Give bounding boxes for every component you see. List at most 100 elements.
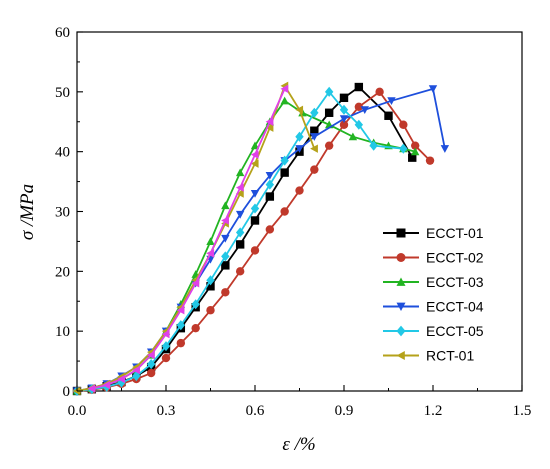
legend-label: ECCT-03 <box>426 274 484 290</box>
series-line <box>76 85 414 392</box>
series-point <box>387 97 396 106</box>
y-tick-label: 10 <box>55 324 70 340</box>
y-tick-label: 0 <box>63 384 71 400</box>
series-point <box>295 131 304 142</box>
series-layer <box>72 81 450 397</box>
series-point <box>339 120 349 129</box>
series-point <box>280 168 289 177</box>
series-point <box>146 359 156 370</box>
y-tick-label: 40 <box>55 145 70 161</box>
overlay-series-point <box>176 306 185 315</box>
series-point <box>161 353 171 363</box>
series-point <box>354 119 364 130</box>
axes-layer: 0.0 0.3 0.6 0.9 1.2 1.5 0 10 20 30 40 50 60 <box>55 25 531 419</box>
series-point <box>295 145 304 153</box>
series-point <box>310 165 319 174</box>
series-point <box>399 120 408 129</box>
series-point <box>265 225 275 234</box>
series-point <box>206 275 215 286</box>
y-tick-label: 30 <box>55 205 70 221</box>
overlay-series-point <box>132 365 140 375</box>
series-point <box>235 227 245 238</box>
series-point <box>411 147 420 156</box>
series-2 <box>72 96 420 395</box>
series-line <box>76 99 416 392</box>
series-point <box>310 107 319 118</box>
overlay-series-line <box>91 88 286 390</box>
series-point <box>250 141 260 150</box>
series-point <box>324 86 334 97</box>
series-line <box>76 87 446 392</box>
series-point <box>250 159 259 168</box>
legend-marker <box>396 302 406 311</box>
overlay-series-point <box>265 117 274 126</box>
legend-item: ECCT-04 <box>383 299 484 315</box>
legend-item: ECCT-05 <box>383 323 484 339</box>
series-point <box>324 108 334 117</box>
series-point <box>161 341 171 352</box>
series-point <box>191 323 200 333</box>
series-point <box>310 126 319 135</box>
overlay-series-point <box>87 384 96 393</box>
legend-label: ECCT-05 <box>426 323 484 339</box>
series-0 <box>72 82 417 396</box>
x-tick-label: 0.6 <box>246 403 265 419</box>
series-point <box>425 156 435 165</box>
legend-marker <box>396 351 405 360</box>
series-point <box>265 123 274 132</box>
overlay-series-point <box>206 249 215 258</box>
overlay-series-point <box>221 216 229 225</box>
series-point <box>132 371 141 382</box>
series-point <box>324 141 334 150</box>
overlay-series-point <box>250 150 259 159</box>
y-tick-label: 20 <box>55 264 70 280</box>
series-point <box>221 288 230 297</box>
series-point <box>206 282 215 291</box>
legend-marker <box>396 325 406 337</box>
series-point <box>411 141 420 150</box>
series-point <box>146 368 156 378</box>
series-point <box>280 96 289 105</box>
series-point <box>354 82 364 92</box>
series-point <box>235 168 245 177</box>
series-point <box>265 172 275 180</box>
legend-marker <box>396 228 406 238</box>
series-point <box>221 261 230 270</box>
overlay-series-point <box>191 279 200 288</box>
series-point <box>235 240 245 249</box>
overlay-series-0 <box>87 84 289 393</box>
series-point <box>191 299 200 310</box>
overlay-series-point <box>117 374 126 384</box>
series-point <box>176 320 186 331</box>
series-5 <box>72 81 318 396</box>
x-tick-label: 0.9 <box>335 403 354 419</box>
x-axis-title: ε /% <box>282 434 315 455</box>
series-point <box>375 87 384 97</box>
overlay-series-point <box>102 380 111 390</box>
series-point <box>206 306 215 315</box>
y-tick-label: 50 <box>55 85 70 101</box>
overlay-series-point <box>235 183 244 192</box>
series-line <box>76 83 316 392</box>
series-point <box>235 210 245 219</box>
x-tick-label: 0.3 <box>157 403 176 419</box>
legend-label: ECCT-01 <box>426 225 484 241</box>
legend-item: ECCT-02 <box>383 250 484 266</box>
series-point <box>295 186 304 195</box>
overlay-series-point <box>161 329 170 339</box>
series-point <box>354 102 364 111</box>
series-point <box>348 132 358 141</box>
series-point <box>250 203 260 214</box>
series-line <box>76 90 431 392</box>
series-point <box>408 153 417 162</box>
series-point <box>295 105 304 114</box>
series-4 <box>72 86 408 397</box>
series-point <box>250 246 260 255</box>
series-point <box>428 85 438 94</box>
legend-marker <box>396 253 406 262</box>
series-point <box>399 143 408 154</box>
series-point <box>339 115 349 123</box>
y-axis-title: σ /MPa <box>17 184 38 240</box>
series-point <box>339 93 349 103</box>
